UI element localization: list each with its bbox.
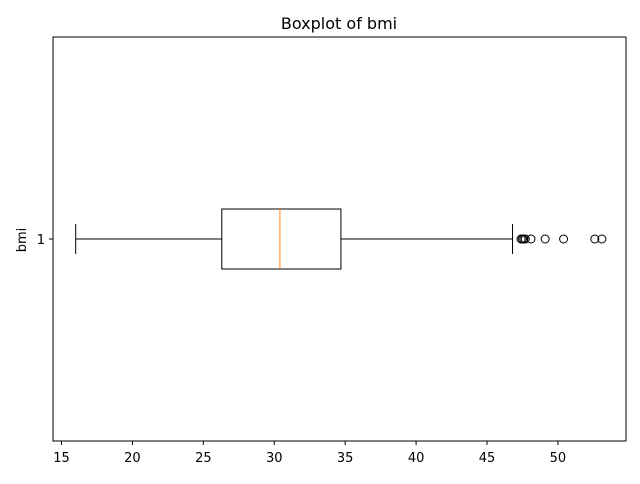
chart-title: Boxplot of bmi <box>281 14 397 33</box>
plot-marks: 15 20 25 30 35 40 45 50 1 <box>37 36 627 466</box>
x-tick-label: 35 <box>337 451 354 466</box>
outlier-point <box>597 234 607 244</box>
x-tick-label: 45 <box>479 451 496 466</box>
outlier-point <box>559 234 569 244</box>
y-axis-label: bmi <box>15 228 30 253</box>
outlier-point <box>540 234 550 244</box>
x-tick-label: 25 <box>195 451 212 466</box>
outlier-point <box>526 234 536 244</box>
outlier-point <box>520 234 530 244</box>
x-tick-label: 50 <box>550 451 567 466</box>
x-tick-label: 30 <box>266 451 283 466</box>
iqr-box <box>221 208 342 270</box>
x-tick-label: 15 <box>53 451 70 466</box>
x-tick-label: 20 <box>124 451 141 466</box>
x-tick-label: 40 <box>408 451 425 466</box>
y-tick-label: 1 <box>37 233 45 248</box>
outlier-point <box>590 234 600 244</box>
